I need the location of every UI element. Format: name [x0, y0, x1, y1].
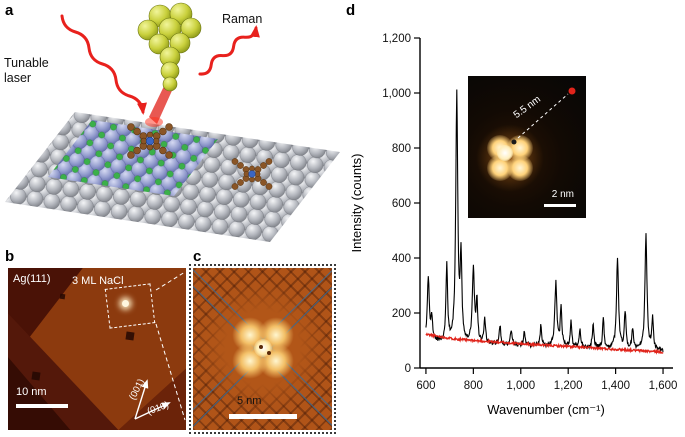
stm-closeup-image: 5 nm: [189, 264, 336, 434]
scale-bar: [544, 204, 576, 207]
x-axis-ticks: 600 800 1,000 1,200 1,400 1,600: [416, 368, 677, 392]
center-dark-dot: [267, 351, 271, 355]
inset-overlay: [511, 87, 576, 145]
raman-label: Raman: [222, 12, 263, 26]
x-tick-label: 1,000: [506, 380, 535, 392]
axis-001-arrow-icon: [134, 379, 149, 420]
tunable-laser-label: Tunable laser: [4, 56, 49, 85]
y-tick-label: 1,000: [382, 88, 411, 100]
panel-c-label: c: [193, 248, 202, 265]
substrate-label: Ag(111): [13, 273, 51, 285]
reference-red-dot: [568, 87, 576, 95]
x-tick-label: 600: [416, 380, 435, 392]
x-tick-label: 1,600: [649, 380, 678, 392]
scale-bar-label: 2 nm: [551, 189, 574, 200]
laser-arrow-icon: [60, 14, 147, 115]
y-tick-label: 1,200: [382, 33, 411, 45]
x-tick-label: 1,400: [601, 380, 630, 392]
distance-line: [517, 93, 569, 139]
y-tick-label: 0: [405, 363, 411, 375]
tip-position-dot: [511, 139, 517, 145]
scale-bar: [229, 414, 297, 419]
stm-tip: [137, 2, 202, 92]
panel-b-label: b: [5, 248, 15, 265]
panel-d-label: d: [346, 2, 356, 19]
x-axis-title: Wavenumber (cm⁻¹): [487, 402, 605, 417]
y-axis-ticks: 0 200 400 600 800 1,000 1,200: [382, 33, 420, 375]
panel-a-label: a: [5, 2, 14, 19]
center-dark-dot: [259, 345, 263, 349]
y-axis-title: Intensity (counts): [349, 154, 364, 253]
y-tick-label: 800: [392, 143, 411, 155]
panel-b-overlay: [134, 271, 186, 421]
laser-beam: [149, 84, 175, 124]
x-tick-label: 800: [464, 380, 483, 392]
molecule-lobe: [507, 155, 533, 181]
y-tick-label: 600: [392, 198, 411, 210]
stm-inset-image: 5.5 nm 2 nm: [468, 76, 586, 218]
scale-bar-label: 5 nm: [237, 395, 262, 407]
molecule-spot: [122, 300, 129, 307]
stm-overview-image: Ag(111) 3 ML NaCl 10 nm (001) (010): [8, 268, 186, 430]
y-tick-label: 200: [392, 308, 411, 320]
axis-010-arrow-icon: [134, 402, 171, 420]
panel-a-illustration: [5, 2, 340, 242]
molecule-center: [497, 145, 513, 161]
x-tick-label: 1,200: [554, 380, 583, 392]
y-tick-label: 400: [392, 253, 411, 265]
raman-arrow-icon: [198, 25, 260, 76]
background-spectrum-curve: [425, 332, 664, 355]
scale-bar: [16, 404, 68, 408]
zoom-guide-line: [155, 271, 186, 291]
scale-bar-label: 10 nm: [16, 386, 47, 398]
film-label: 3 ML NaCl: [72, 275, 124, 287]
laser-spot: [145, 117, 163, 127]
zoom-guide-line: [155, 323, 186, 421]
raman-spectrum-chart: 0 200 400 600 800 1,000 1,200 600 800 1,000 1,200…: [349, 33, 677, 417]
